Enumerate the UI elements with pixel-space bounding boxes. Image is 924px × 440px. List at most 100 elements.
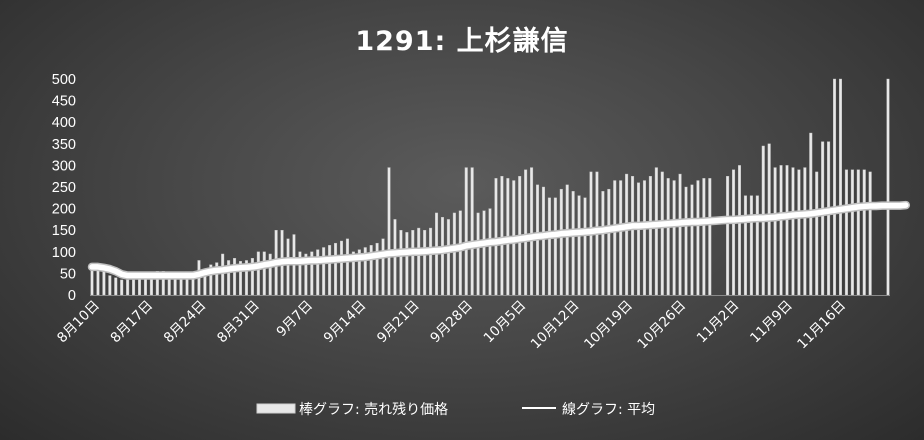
bar — [631, 175, 635, 296]
bar — [779, 165, 783, 296]
bar — [108, 275, 112, 296]
bar — [601, 191, 605, 296]
average-line — [89, 202, 909, 279]
bar — [660, 171, 664, 296]
y-tick-label: 200 — [52, 202, 76, 218]
x-tick-label: 10月19日 — [581, 298, 636, 353]
bar — [726, 175, 730, 296]
x-tick-label: 9月28日 — [427, 298, 476, 347]
bar — [737, 165, 741, 296]
legend-bar-swatch — [256, 403, 296, 414]
bar — [690, 184, 694, 296]
bar-series — [90, 78, 890, 296]
bar — [345, 238, 349, 296]
bar — [732, 169, 736, 296]
y-tick-label: 0 — [68, 288, 76, 304]
bar — [553, 197, 557, 296]
bar — [411, 229, 415, 296]
bar — [387, 167, 391, 296]
bar — [500, 175, 504, 296]
bar — [286, 238, 290, 296]
bar — [571, 191, 575, 296]
bar — [399, 229, 403, 296]
bar — [488, 208, 492, 296]
x-tick-label: 11月9日 — [747, 298, 796, 347]
bar — [429, 227, 433, 296]
bar — [862, 169, 866, 296]
bar — [423, 229, 427, 296]
bar — [791, 167, 795, 296]
bar — [547, 197, 551, 296]
bar — [856, 169, 860, 296]
y-tick-label: 300 — [52, 158, 76, 174]
x-axis: 8月10日 8月17日 8月24日 8月31日 9月7日 9月14日 9月21日 9月28日 1… — [54, 298, 849, 353]
x-tick-label: 8月17日 — [107, 298, 156, 347]
bar — [541, 186, 545, 296]
bar — [256, 251, 260, 296]
bar — [607, 188, 611, 296]
bar — [743, 195, 747, 296]
bar — [637, 182, 641, 296]
bar — [452, 212, 456, 296]
bar — [749, 195, 753, 296]
bar — [833, 78, 837, 296]
bar — [666, 178, 670, 296]
bar — [262, 251, 266, 296]
bar — [458, 210, 462, 296]
bar — [619, 180, 623, 296]
x-tick-label: 8月24日 — [161, 298, 210, 347]
bar — [417, 227, 421, 296]
bar — [708, 178, 712, 296]
bar — [583, 197, 587, 296]
bar — [797, 169, 801, 296]
bar — [886, 78, 890, 296]
bar — [678, 173, 682, 296]
bar — [482, 210, 486, 296]
x-tick-label: 10月26日 — [634, 298, 689, 353]
x-tick-label: 10月12日 — [528, 298, 583, 353]
bar — [322, 247, 326, 296]
bar — [755, 195, 759, 296]
bar — [773, 167, 777, 296]
x-tick-label: 8月10日 — [54, 298, 103, 347]
bar — [648, 175, 652, 296]
y-tick-label: 400 — [52, 115, 76, 131]
bar — [233, 258, 237, 296]
y-tick-label: 250 — [52, 180, 76, 196]
bar — [114, 277, 118, 296]
legend-line-label: 線グラフ: 平均 — [562, 402, 655, 418]
bar — [838, 78, 842, 296]
bar — [126, 279, 130, 296]
bar — [672, 180, 676, 296]
legend-bar-label: 棒グラフ: 売れ残り価格 — [299, 402, 448, 418]
x-tick-label: 10月5日 — [481, 298, 530, 347]
bar — [530, 167, 534, 296]
x-tick-label: 9月14日 — [321, 298, 370, 347]
bar — [524, 169, 528, 296]
bar — [494, 178, 498, 296]
bar — [405, 232, 409, 296]
y-tick-label: 50 — [60, 266, 76, 282]
bar — [440, 217, 444, 296]
bar — [803, 167, 807, 296]
bar — [334, 242, 338, 296]
y-tick-label: 350 — [52, 137, 76, 153]
bar — [565, 184, 569, 296]
bar — [702, 178, 706, 296]
y-axis: 0 50 100 150 200 250 300 350 400 450 500 — [52, 72, 76, 304]
bar — [815, 171, 819, 296]
y-tick-label: 450 — [52, 94, 76, 110]
bar — [625, 173, 629, 296]
chart-title: 1291: 上杉謙信 — [355, 26, 568, 57]
line-series — [87, 200, 911, 280]
bar — [821, 141, 825, 296]
bar — [850, 169, 854, 296]
bar — [120, 279, 124, 296]
x-tick-label: 8月31日 — [214, 298, 263, 347]
y-tick-label: 500 — [52, 72, 76, 88]
x-tick-label: 11月16日 — [794, 298, 849, 353]
bar — [684, 186, 688, 296]
bar — [654, 167, 658, 296]
bar — [446, 219, 450, 296]
